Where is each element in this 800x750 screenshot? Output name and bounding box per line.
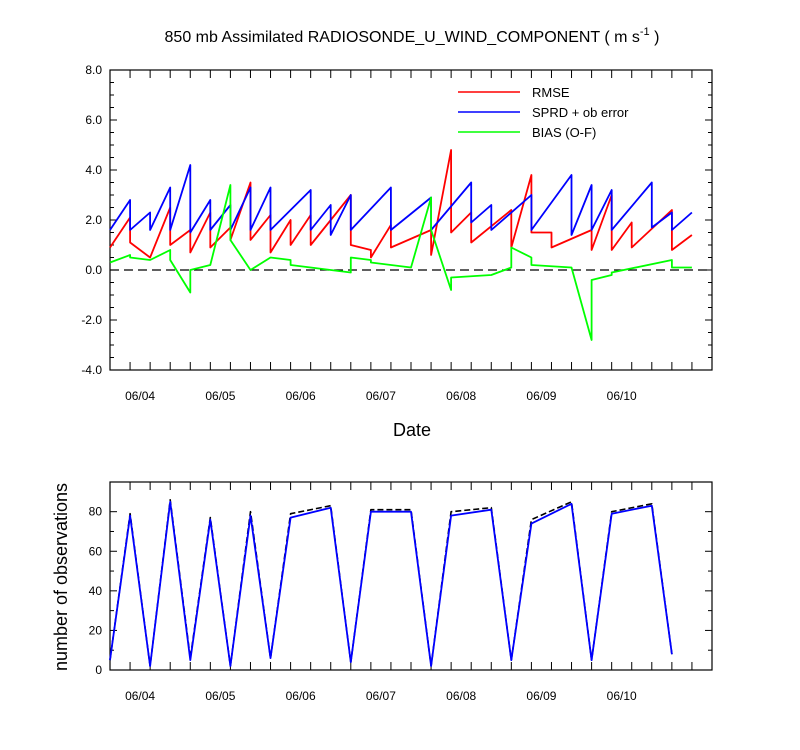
x-tick-label: 06/07 (366, 389, 396, 403)
x-tick-label: 06/09 (526, 389, 556, 403)
top-series-line-rmse (109, 149, 693, 259)
x-axis-title: Date (393, 420, 431, 440)
bottom-x-axis: 06/04 06/05 06/06 06/07 06/08 06/09 06/10 (109, 482, 713, 703)
top-y-axis: -4.0 -2.0 0.0 2.0 4.0 6.0 8.0 (81, 63, 712, 377)
top-x-axis: 06/04 06/05 06/06 06/07 06/08 06/09 06/10 (109, 70, 713, 403)
x-tick-label: 06/06 (286, 389, 316, 403)
x-tick-label: 06/06 (286, 689, 316, 703)
x-tick-label: 06/05 (205, 389, 235, 403)
y-tick-label: -2.0 (81, 313, 102, 327)
top-chart: -4.0-2.00.02.04.06.08.0 06/04 06/05 06/06 0… (81, 63, 713, 440)
y-tick-label: -4.0 (81, 363, 102, 377)
y-tick-label: 80 (89, 505, 103, 519)
bottom-y-axis: 0 20 40 60 80 (89, 505, 712, 677)
x-tick-label: 06/08 (446, 689, 476, 703)
legend-label-rmse: RMSE (532, 85, 570, 100)
x-tick-label: 06/05 (205, 689, 235, 703)
bottom-series-line-assimilated (109, 500, 673, 667)
x-tick-label: 06/04 (125, 389, 155, 403)
x-tick-label: 06/08 (446, 389, 476, 403)
chart-title: 850 mb Assimilated RADIOSONDE_U_WIND_COM… (165, 26, 660, 46)
y-tick-label: 4.0 (85, 163, 102, 177)
legend-label-sprd: SPRD + ob error (532, 105, 629, 120)
y-tick-label: 6.0 (85, 113, 102, 127)
top-series-line-sprd-ob-error (109, 164, 693, 236)
bottom-series-group (109, 499, 673, 667)
x-tick-label: 06/07 (366, 689, 396, 703)
y-tick-label: 40 (89, 584, 103, 598)
y-tick-label: 2.0 (85, 213, 102, 227)
top-series-group (109, 149, 693, 341)
x-tick-label: 06/09 (526, 689, 556, 703)
y-tick-label: 8.0 (85, 63, 102, 77)
top-series-line-bias-o-f (109, 184, 692, 341)
legend: RMSE SPRD + ob error BIAS (O-F) (458, 85, 629, 140)
bottom-chart: 0 20 40 60 80 06/04 06/05 06/06 06/07 06/08 06/09… (51, 481, 713, 703)
y-tick-label: 60 (89, 544, 103, 558)
legend-label-bias: BIAS (O-F) (532, 125, 596, 140)
y-tick-label: 0.0 (85, 263, 102, 277)
y-tick-label: 20 (89, 623, 103, 637)
x-tick-label: 06/10 (607, 689, 637, 703)
x-tick-label: 06/10 (607, 389, 637, 403)
y-tick-label: 0 (95, 663, 102, 677)
x-tick-label: 06/04 (125, 689, 155, 703)
bottom-series-line-possible (109, 499, 673, 667)
y-axis-title-observations: number of observations (51, 483, 71, 671)
